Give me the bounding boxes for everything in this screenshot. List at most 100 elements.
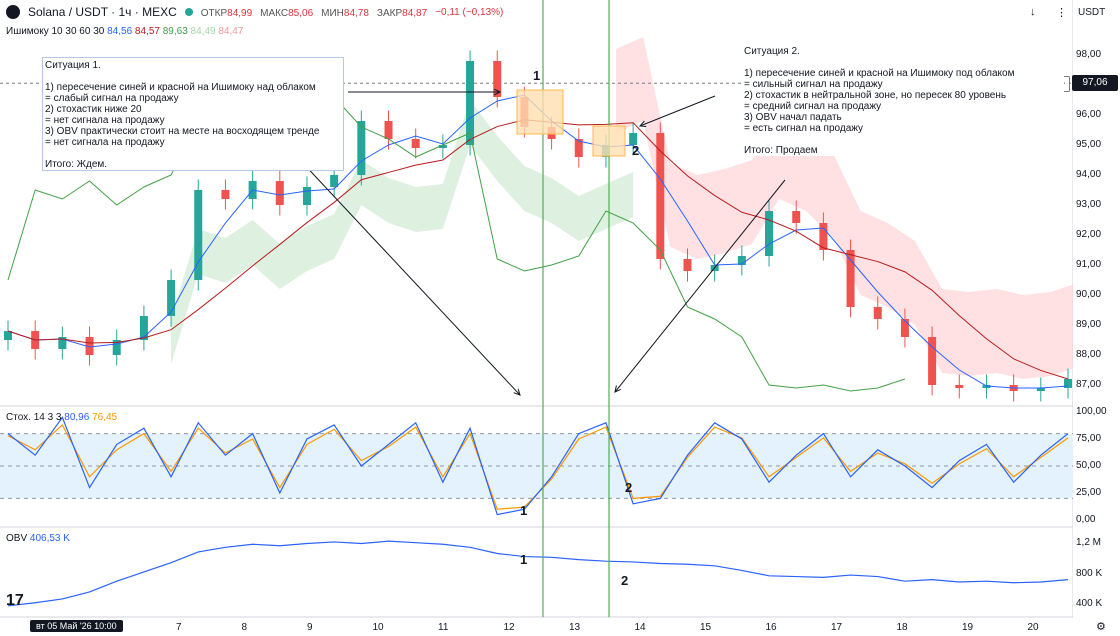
symbol-title[interactable]: Solana / USDT · 1ч · MEXC — [28, 5, 177, 19]
low-value: 84,78 — [343, 8, 369, 19]
annotation-arrow — [640, 95, 716, 126]
low-label: МИН — [321, 8, 344, 19]
ichimoku-tenkan-value: 84,56 — [107, 26, 133, 37]
obv-label[interactable]: OBV — [6, 533, 28, 544]
ichimoku-cloud-bear — [615, 37, 1073, 379]
marker-1-obv: 1 — [520, 552, 528, 567]
market-status-icon — [184, 8, 193, 16]
more-icon[interactable]: ⋮ — [1056, 7, 1067, 19]
ichimoku-span-a-value: 84,49 — [190, 26, 216, 37]
price-tick-label: 87,00 — [1076, 379, 1102, 390]
price-candle — [139, 316, 148, 340]
stoch-tick-label: 25,00 — [1076, 487, 1102, 498]
stoch-tick-label: 75,00 — [1076, 433, 1102, 444]
price-tick-label: 90,00 — [1076, 289, 1102, 300]
stoch-axis[interactable]: 100,00 75,00 50,00 25,00 0,00 — [1073, 406, 1120, 526]
ichimoku-legend: Ишимоку 10 30 60 30 84,56 84,57 89,63 84… — [6, 26, 243, 37]
price-candle — [302, 187, 311, 205]
stoch-label[interactable]: Стох. 14 3 3 — [6, 412, 62, 423]
stoch-k-line — [7, 416, 1069, 516]
price-tick-label: 95,00 — [1076, 139, 1102, 150]
price-tick-label: 96,00 — [1076, 109, 1102, 120]
stoch-tick-label: 100,00 — [1076, 406, 1107, 417]
price-candle — [221, 190, 230, 199]
price-candle — [1064, 379, 1072, 388]
price-tick-label: 91,00 — [1076, 259, 1102, 270]
annotation-situation-2[interactable]: Ситуация 2. 1) пересечение синей и красн… — [744, 46, 1064, 156]
tradingview-logo-icon: 17 — [6, 592, 24, 609]
time-tick-label: 9 — [307, 622, 313, 633]
time-tick-label: 10 — [372, 622, 384, 633]
price-candle — [846, 250, 855, 307]
time-tick-label: 19 — [962, 622, 974, 633]
price-candle — [275, 181, 284, 205]
price-candle — [955, 385, 964, 388]
high-value: 85,06 — [288, 8, 314, 19]
change-value: −0,11 (−0,13%) — [435, 6, 504, 18]
price-candle — [112, 340, 121, 355]
obv-tick-label: 1,2 M — [1076, 536, 1102, 548]
price-tick-label: 89,00 — [1076, 319, 1102, 330]
time-tick-label: 15 — [700, 622, 712, 633]
price-candle — [466, 61, 475, 145]
price-candle — [493, 61, 502, 97]
highlight-box-1 — [516, 89, 564, 135]
ichimoku-chikou-line — [7, 59, 906, 392]
current-price-tag: 97,06 — [1072, 75, 1118, 92]
time-axis[interactable]: 7 8 9 10 11 12 13 14 15 16 17 18 19 20 — [0, 618, 1073, 636]
marker-1-stoch: 1 — [520, 503, 528, 518]
time-tick-label: 7 — [176, 622, 182, 633]
price-tick-label: 88,00 — [1076, 349, 1102, 360]
ichimoku-label[interactable]: Ишимоку 10 30 60 30 — [6, 26, 105, 37]
time-tick-label: 16 — [765, 622, 777, 633]
obv-legend: OBV 406,53 K — [6, 533, 70, 544]
obv-axis[interactable]: 1,2 M 800 K 400 K — [1073, 528, 1120, 618]
price-axis[interactable]: 98,0097,0096,0095,0094,0093,0092,0091,00… — [1073, 0, 1120, 410]
stoch-legend: Стох. 14 3 3 80,96 76,45 — [6, 412, 117, 423]
ichimoku-kijun-value: 84,57 — [134, 26, 160, 37]
chart-canvas[interactable] — [0, 0, 1073, 618]
ichimoku-cloud-bull — [171, 100, 634, 364]
price-candle — [765, 211, 774, 256]
price-candle — [928, 337, 937, 385]
price-candle — [900, 319, 909, 337]
price-candle — [411, 139, 420, 148]
price-candle — [357, 121, 366, 175]
close-value: 84,87 — [402, 8, 428, 19]
open-label: ОТКР — [200, 8, 228, 19]
price-tick-label: 98,00 — [1076, 49, 1102, 60]
price-candle — [4, 331, 12, 340]
price-tick-label: 92,00 — [1076, 229, 1102, 240]
obv-tick-label: 400 K — [1076, 598, 1103, 610]
price-candle — [819, 223, 828, 250]
price-tick-label: 94,00 — [1076, 169, 1102, 180]
stoch-tick-label: 50,00 — [1076, 460, 1102, 471]
highlight-box-2 — [592, 125, 626, 157]
obv-line — [7, 540, 1069, 607]
price-candle — [330, 175, 339, 187]
time-tick-label: 11 — [438, 622, 449, 633]
price-tick-label: 93,00 — [1076, 199, 1102, 210]
time-tick-label: 18 — [896, 622, 908, 633]
high-label: МАКС — [260, 8, 289, 19]
time-tick-label: 8 — [241, 622, 248, 633]
currency-label[interactable]: USDT — [1078, 7, 1106, 18]
scroll-down-icon[interactable]: ↓ — [1030, 6, 1036, 18]
top-bar: Solana / USDT · 1ч · MEXC ОТКР84,99 МАКС… — [0, 0, 1120, 26]
marker-1-price: 1 — [533, 68, 541, 83]
price-candle — [873, 307, 882, 319]
marker-2-obv: 2 — [621, 573, 629, 588]
price-candle — [1036, 388, 1045, 391]
settings-gear-icon[interactable]: ⚙ — [1096, 621, 1106, 633]
crosshair-date-badge: вт 05 Май '26 10:00 — [30, 620, 123, 632]
symbol-logo-icon — [6, 5, 20, 19]
price-candle — [194, 190, 203, 280]
annotation-situation-1[interactable]: Ситуация 1. 1) пересечение синей и красн… — [42, 57, 344, 171]
ichimoku-chikou-value: 89,63 — [162, 26, 188, 37]
ichimoku-span-b-value: 84,47 — [218, 26, 244, 37]
open-value: 84,99 — [227, 8, 253, 19]
price-candle — [792, 211, 801, 223]
legend-row: Solana / USDT · 1ч · MEXC ОТКР84,99 МАКС… — [6, 5, 503, 19]
price-candle — [58, 337, 67, 349]
time-tick-label: 17 — [831, 622, 843, 633]
